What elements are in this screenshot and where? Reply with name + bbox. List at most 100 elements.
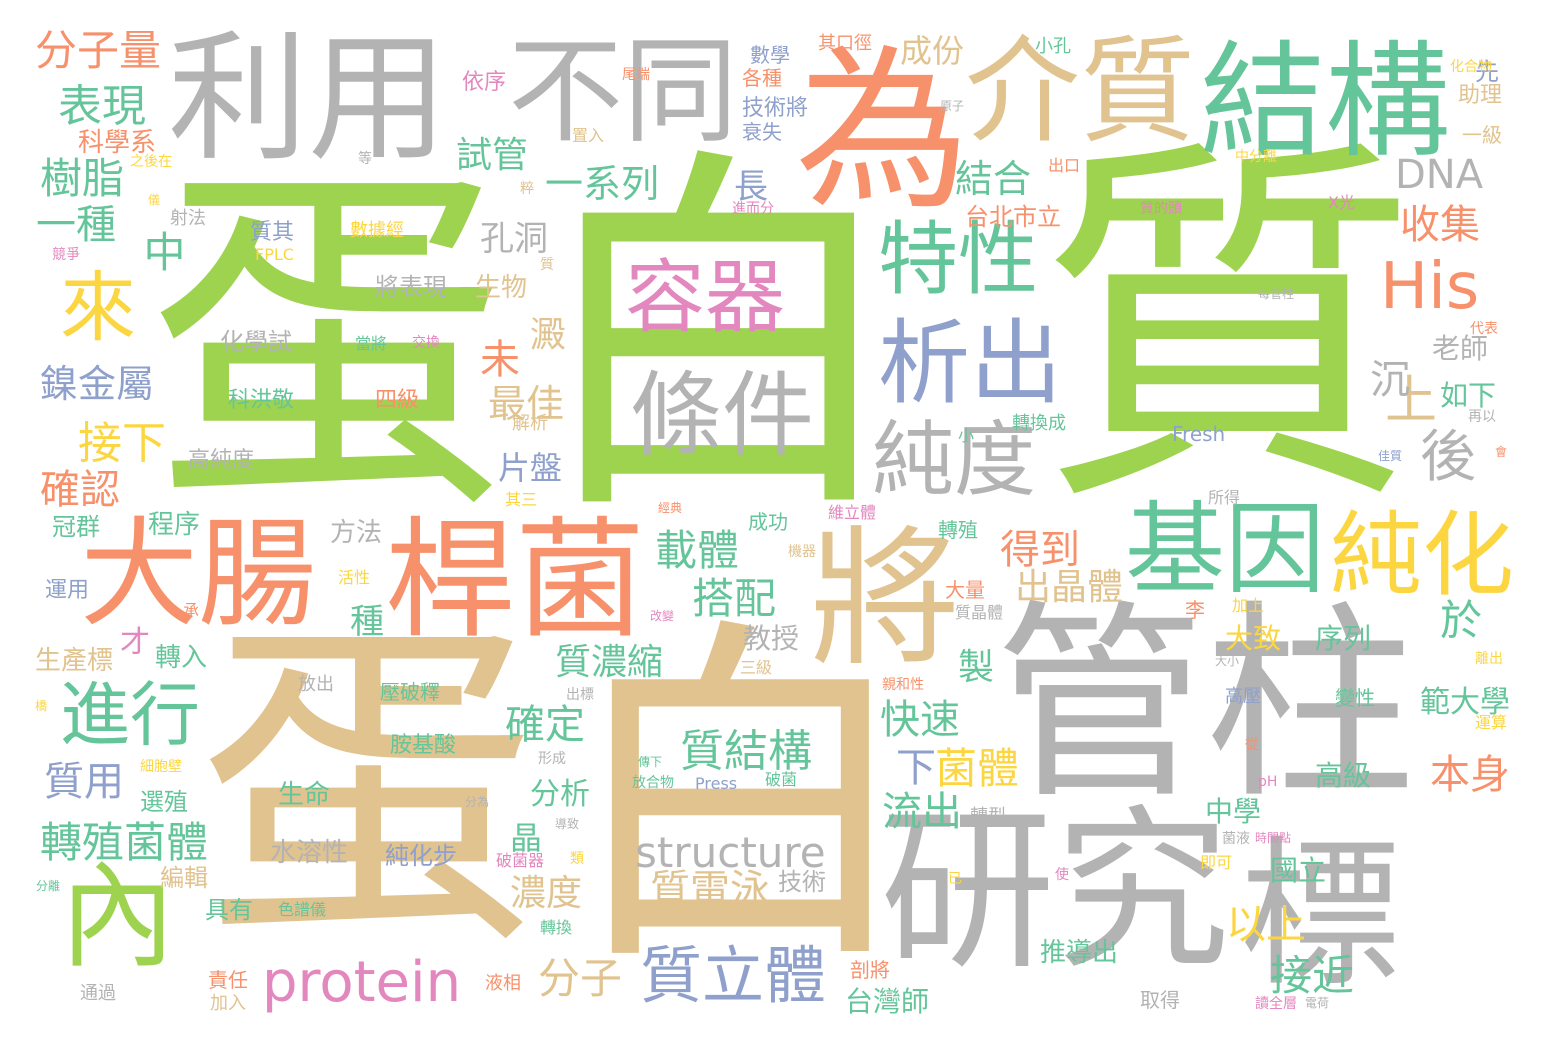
word: 轉殖菌體 bbox=[40, 818, 209, 867]
word: 一系列 bbox=[545, 162, 660, 206]
word: 質其 bbox=[250, 220, 295, 245]
word: 競爭 bbox=[52, 247, 80, 263]
word: 台灣師 bbox=[845, 985, 930, 1018]
word: 編輯 bbox=[160, 864, 208, 892]
word: 射法 bbox=[170, 208, 206, 229]
word: 濃度 bbox=[510, 873, 583, 914]
word: 種 bbox=[350, 602, 384, 642]
word: 質立體 bbox=[640, 939, 827, 1012]
word: 流出 bbox=[882, 789, 962, 835]
word: 本身 bbox=[1430, 752, 1510, 798]
word: 之後在 bbox=[130, 154, 172, 170]
word: 後 bbox=[1420, 425, 1476, 490]
word: 澱 bbox=[530, 315, 567, 356]
word: 化學試 bbox=[220, 328, 292, 356]
word: 桿菌 bbox=[385, 504, 646, 656]
word: 大量 bbox=[945, 578, 985, 602]
word: 從 bbox=[1245, 737, 1259, 753]
word: 電荷 bbox=[1305, 996, 1330, 1010]
word: 當將 bbox=[355, 334, 388, 353]
word: 推導出 bbox=[1040, 938, 1119, 968]
word: 會 bbox=[1495, 445, 1508, 459]
word: 放合物 bbox=[632, 775, 674, 791]
word: 壓破釋 bbox=[380, 680, 440, 704]
word: 為 bbox=[795, 31, 970, 234]
word: 液相 bbox=[485, 973, 521, 994]
word: 運算 bbox=[1475, 713, 1508, 732]
word: 接下 bbox=[78, 418, 166, 469]
word: 利用 bbox=[168, 18, 449, 181]
word: 轉殖 bbox=[938, 518, 978, 542]
word: 純化步 bbox=[385, 842, 457, 870]
word: 粹 bbox=[520, 181, 534, 197]
word: 技術將 bbox=[742, 96, 809, 121]
word: 運用 bbox=[45, 578, 90, 603]
word: 來 bbox=[60, 263, 136, 352]
word: 研究 bbox=[880, 791, 1230, 994]
word: 白 bbox=[528, 118, 908, 561]
word: 析出 bbox=[878, 310, 1063, 417]
word: 結合 bbox=[955, 157, 1032, 201]
word: 傳下 bbox=[638, 755, 663, 769]
word: 改變 bbox=[650, 609, 675, 623]
word: 承 bbox=[183, 601, 200, 620]
word: 台北市立 bbox=[965, 203, 1061, 231]
word: Press bbox=[695, 774, 738, 793]
word: 序列 bbox=[1315, 622, 1372, 655]
word: 介質 bbox=[965, 25, 1196, 159]
word: 尾端 bbox=[622, 67, 650, 83]
word: 老師 bbox=[1432, 332, 1489, 365]
word: 技術 bbox=[778, 868, 826, 896]
word: 色譜儀 bbox=[278, 900, 327, 919]
word: 確認 bbox=[40, 467, 120, 513]
word: 成功 bbox=[748, 510, 788, 534]
word: 確定 bbox=[505, 702, 585, 748]
word: 以上 bbox=[1226, 902, 1306, 948]
word: 小孔 bbox=[1035, 36, 1071, 57]
word: 所得 bbox=[1208, 488, 1241, 507]
word: 純化 bbox=[1330, 502, 1515, 609]
word: 範大學 bbox=[1420, 685, 1510, 720]
word: His bbox=[1380, 250, 1480, 324]
word: 生產標 bbox=[35, 646, 114, 676]
word: 使 bbox=[1055, 867, 1069, 883]
word: 加上 bbox=[1232, 596, 1265, 615]
word: 李 bbox=[1185, 598, 1205, 622]
word: 方法 bbox=[330, 518, 383, 548]
word: 科學系 bbox=[78, 128, 157, 158]
word: 大小 bbox=[1215, 654, 1240, 668]
word: 分子量 bbox=[35, 26, 162, 75]
word: 維立體 bbox=[828, 503, 877, 522]
word: 進而分 bbox=[732, 201, 774, 217]
word: 化合物 bbox=[1450, 59, 1492, 75]
word: 冠群 bbox=[52, 513, 100, 541]
word: Fresh bbox=[1172, 422, 1226, 446]
word: 上 bbox=[1385, 371, 1438, 431]
word: 變性 bbox=[1335, 686, 1375, 710]
word: 通過 bbox=[80, 983, 116, 1004]
word: 衰失 bbox=[742, 120, 782, 144]
word: 沉 bbox=[1370, 357, 1410, 403]
word: 蛋 bbox=[148, 135, 508, 554]
word: 程序 bbox=[148, 510, 201, 540]
word: 標 bbox=[1240, 821, 1401, 1008]
word: 橋 bbox=[35, 699, 48, 713]
word: 高純度 bbox=[188, 448, 255, 473]
word: X光 bbox=[1328, 193, 1355, 212]
word: protein bbox=[262, 950, 462, 1015]
word: 水溶性 bbox=[270, 838, 349, 868]
word: 其口徑 bbox=[818, 33, 872, 54]
word: 分子 bbox=[538, 954, 623, 1003]
word: 質濃縮 bbox=[555, 642, 664, 683]
word: 時間點 bbox=[1255, 831, 1292, 845]
word: 特性 bbox=[878, 213, 1038, 306]
word: 親和性 bbox=[882, 677, 924, 693]
word: 高壓 bbox=[1225, 686, 1261, 707]
word: 將 bbox=[810, 513, 961, 687]
word: 分為 bbox=[465, 795, 490, 809]
word: 質電泳 bbox=[650, 867, 770, 913]
word: 分離 bbox=[36, 879, 61, 893]
word: 基因 bbox=[1125, 491, 1325, 608]
word: 經典 bbox=[658, 501, 683, 515]
